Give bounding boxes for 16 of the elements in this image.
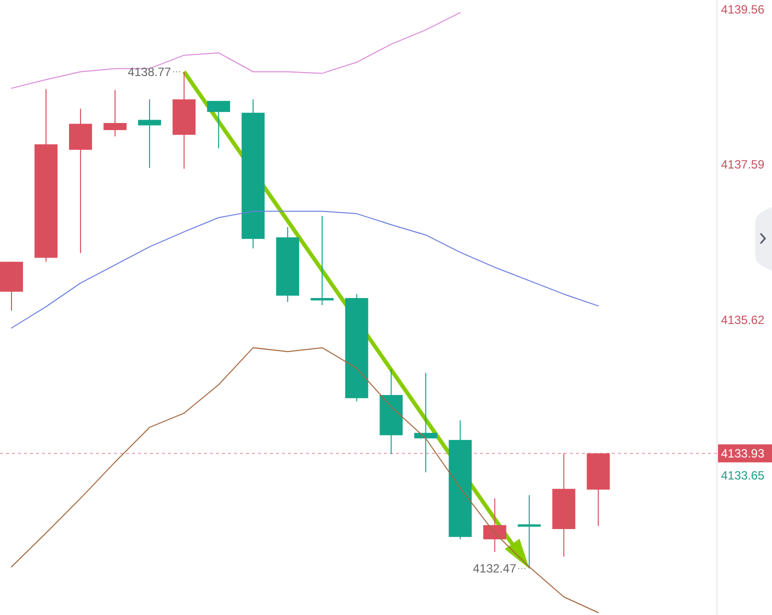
candlestick: [414, 372, 438, 473]
line-series: [11, 12, 461, 89]
candlestick: [207, 100, 230, 149]
y-tick-label: 4133.65: [721, 468, 765, 482]
y-tick-label: 4137.59: [721, 158, 765, 172]
candlestick: [310, 216, 334, 306]
ref-line-label: 4133.93: [721, 446, 765, 461]
candlestick: [138, 98, 162, 168]
annotation: 4132.47: [472, 562, 517, 576]
y-tick-label: 4135.62: [721, 312, 765, 327]
line-series: [11, 347, 599, 614]
candlestick: [483, 498, 506, 552]
line-series: [11, 210, 599, 328]
y-tick-label: 4139.56: [721, 2, 765, 16]
candlestick: [104, 89, 127, 137]
annotation: 4138.77: [128, 64, 172, 79]
